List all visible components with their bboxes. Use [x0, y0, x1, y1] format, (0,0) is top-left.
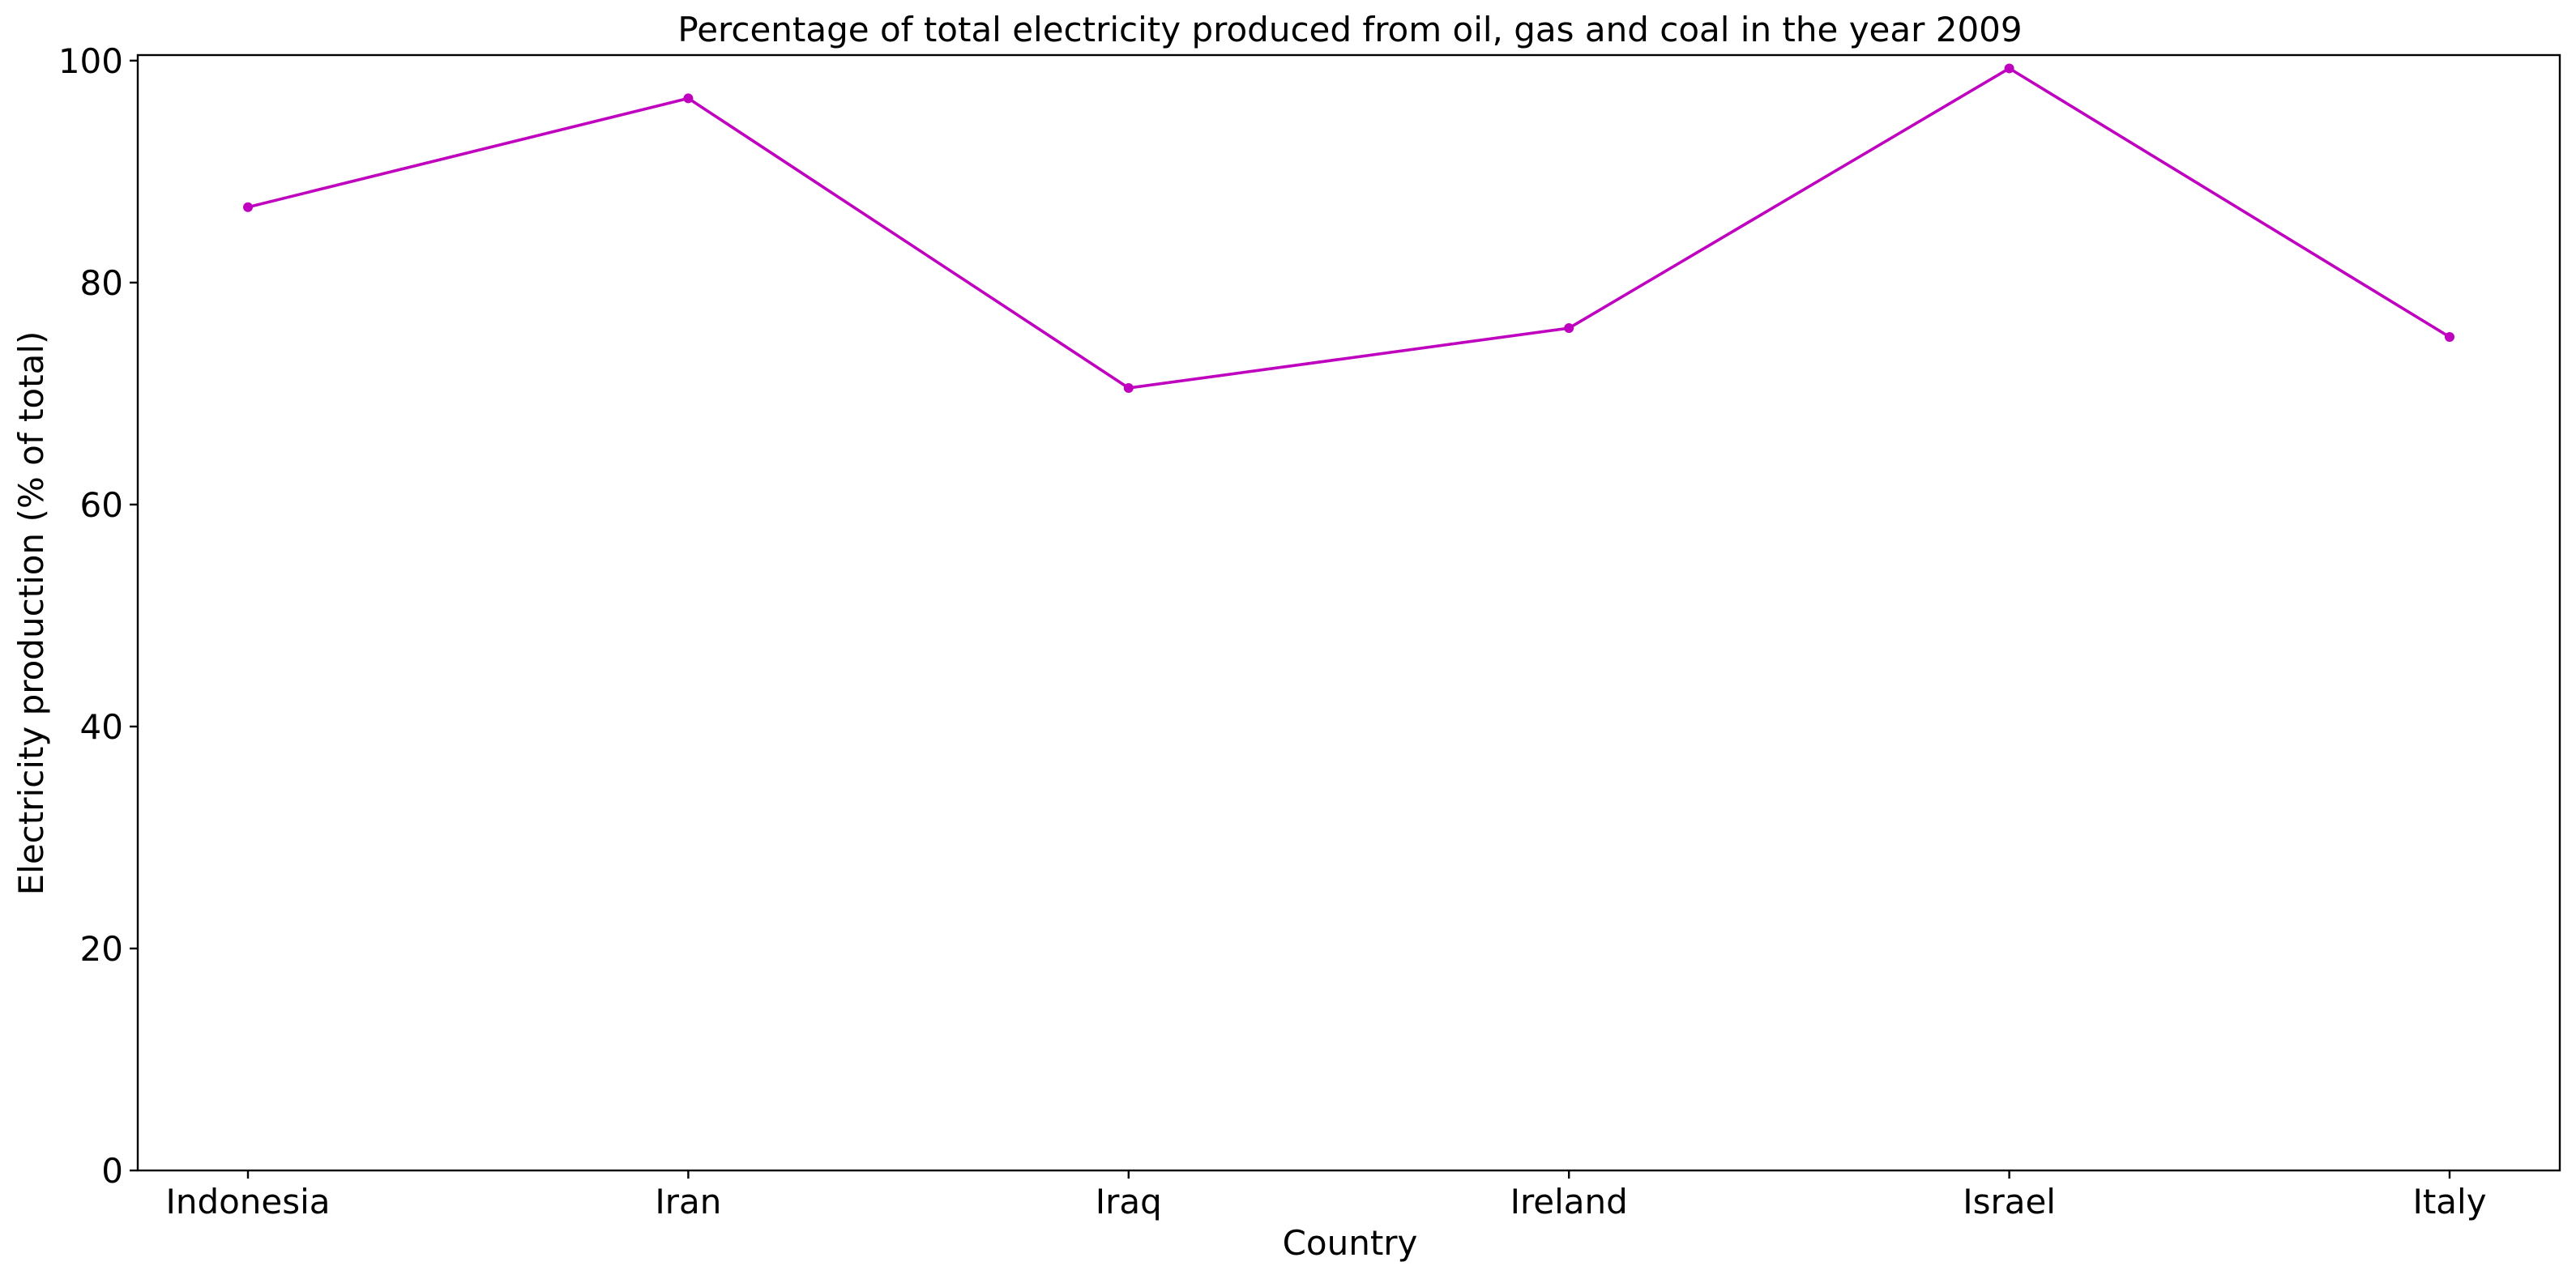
- x-tick-label: Italy: [2412, 1182, 2486, 1221]
- series-layer: [243, 63, 2454, 394]
- x-tick-label: Ireland: [1510, 1182, 1628, 1221]
- x-tick-label: Israel: [1963, 1182, 2056, 1221]
- data-point-israel: [2004, 63, 2014, 74]
- plot-frame: [136, 53, 2561, 1172]
- data-point-italy: [2445, 332, 2454, 343]
- y-tick-label: 20: [80, 929, 123, 969]
- y-tick-label: 40: [80, 707, 123, 747]
- x-axis: Indonesia Iran Iraq Ireland Israel Italy: [165, 1170, 2487, 1221]
- data-point-indonesia: [243, 202, 253, 212]
- series-line: [247, 66, 2450, 390]
- y-tick-label: 100: [58, 41, 123, 81]
- x-tick-label: Indonesia: [165, 1182, 330, 1221]
- data-point-ireland: [1564, 323, 1574, 334]
- data-point-iran: [683, 93, 694, 104]
- y-tick-label: 80: [80, 263, 123, 303]
- y-axis-label: Electricity production (% of total): [11, 331, 51, 896]
- y-tick-label: 0: [101, 1151, 123, 1191]
- x-axis-label: Country: [1283, 1223, 1418, 1263]
- data-point-iraq: [1123, 383, 1134, 394]
- y-tick-label: 60: [80, 485, 123, 525]
- x-tick-label: Iran: [655, 1182, 721, 1221]
- chart-title: Percentage of total electricity produced…: [677, 10, 2022, 49]
- x-tick-label: Iraq: [1096, 1182, 1162, 1221]
- y-axis: 0 20 40 60 80 100: [58, 41, 138, 1191]
